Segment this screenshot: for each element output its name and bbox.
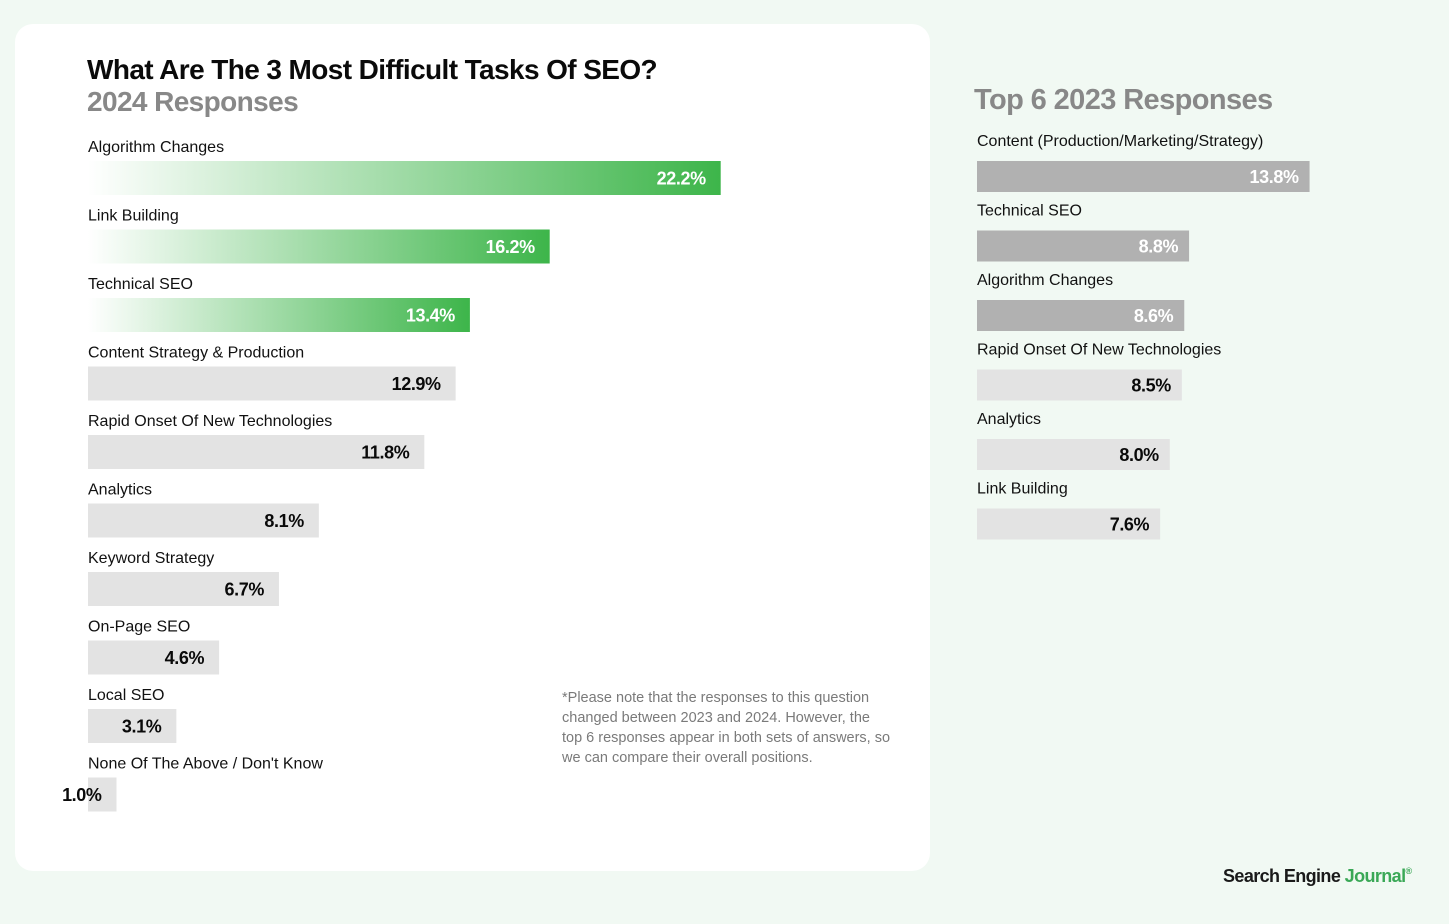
category-label: Rapid Onset Of New Technologies	[977, 342, 1221, 359]
chart-subtitle: 2024 Responses	[87, 86, 299, 117]
bar	[977, 508, 1161, 540]
category-label: Technical SEO	[977, 203, 1082, 220]
right-chart-title: Top 6 2023 Responses	[974, 84, 1273, 116]
brand-logo: Search Engine Journal®	[1223, 866, 1412, 887]
value-label: 8.8%	[1139, 237, 1179, 257]
value-label: 13.8%	[1250, 167, 1299, 187]
bar	[977, 161, 1310, 192]
chart-2023: Content (Production/Marketing/Strategy) 1…	[977, 133, 1310, 540]
bar	[977, 369, 1182, 401]
footnote: *Please note that the responses to this …	[562, 690, 891, 766]
category-label: Algorithm Changes	[977, 272, 1113, 289]
bar	[977, 230, 1190, 262]
value-label: 8.0%	[1119, 445, 1159, 465]
category-label: Content (Production/Marketing/Strategy)	[977, 133, 1263, 150]
value-label: 8.6%	[1134, 306, 1174, 326]
value-label: 7.6%	[1110, 515, 1150, 535]
chart-title: What Are The 3 Most Difficult Tasks Of S…	[87, 54, 658, 85]
value-label: 8.5%	[1131, 376, 1171, 396]
bar	[977, 439, 1170, 470]
brand-name-part2: Journal	[1344, 866, 1406, 886]
brand-name-part1: Search Engine	[1223, 866, 1345, 886]
category-label: Analytics	[977, 411, 1041, 428]
bar	[977, 300, 1185, 331]
registered-mark: ®	[1405, 866, 1412, 876]
category-label: Link Building	[977, 481, 1068, 498]
